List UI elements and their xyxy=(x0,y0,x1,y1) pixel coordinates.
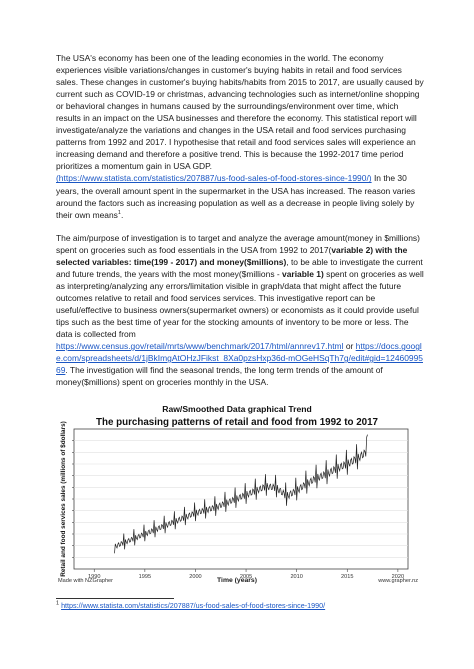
x-tick-label: 2015 xyxy=(341,574,353,580)
x-axis-label: Time (years) xyxy=(217,577,257,584)
x-tick-label: 2020 xyxy=(392,574,404,580)
y-axis-label: Retail and food services sales (millions… xyxy=(60,421,67,577)
footnote: 1 https://www.statista.com/statistics/20… xyxy=(56,600,326,610)
intro-paragraph: The USA's economy has been one of the le… xyxy=(56,53,424,220)
document-body: The USA's economy has been one of the le… xyxy=(56,52,424,388)
statista-link[interactable]: (https://www.statista.com/statistics/207… xyxy=(56,173,372,184)
trend-chart: 1990 1995 2000 2005 2010 2015 2020 Retail and f… xyxy=(56,397,418,593)
footnote-divider xyxy=(56,598,174,599)
x-tick-label: 1995 xyxy=(139,574,151,580)
chart-plot: 1990 1995 2000 2005 2010 2015 2020 Retail and f… xyxy=(60,421,409,580)
footnote-ref[interactable]: 1 xyxy=(117,209,121,216)
chart-subtitle: The purchasing patterns of retail and fo… xyxy=(96,417,378,428)
grapher-url: www.grapher.nz xyxy=(378,578,418,584)
x-tick-label: 2005 xyxy=(240,574,252,580)
chart-title: Raw/Smoothed Data graphical Trend xyxy=(162,404,312,414)
x-tick-label: 1990 xyxy=(88,574,100,580)
series-line xyxy=(114,434,368,554)
footnote-link[interactable]: https://www.statista.com/statistics/2078… xyxy=(61,601,326,610)
spreadsheet-link[interactable]: https://docs.google.com/spreadsheets/d/1… xyxy=(56,341,423,376)
x-tick-label: 2010 xyxy=(290,574,302,580)
grapher-credit: Made with NZGrapher xyxy=(58,578,114,584)
census-link[interactable]: https://www.census.gov/retail/mrts/www/b… xyxy=(56,341,344,352)
aim-paragraph: The aim/purpose of investigation is to t… xyxy=(56,232,424,388)
x-tick-label: 2000 xyxy=(189,574,201,580)
